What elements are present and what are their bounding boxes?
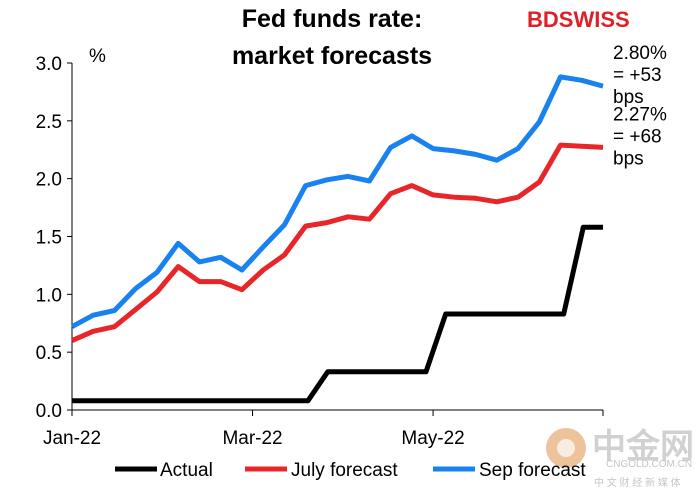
annotation-text: = +53 bbox=[613, 65, 662, 86]
watermark-url: CNGOLD.COM.CN bbox=[606, 459, 692, 470]
x-tick-label: May-22 bbox=[401, 428, 464, 449]
y-tick-label: 2.5 bbox=[36, 112, 62, 133]
legend-label-actual: Actual bbox=[160, 460, 213, 481]
y-ticks: 0.0 0.5 1.0 1.5 2.0 2.5 3.0 bbox=[36, 54, 72, 422]
x-tick-label: Mar-22 bbox=[222, 428, 282, 449]
y-tick-label: 0.5 bbox=[36, 343, 62, 364]
series-line-actual bbox=[72, 224, 603, 404]
x-tick-label: Jan-22 bbox=[43, 428, 101, 449]
annotation-text: 2.80% bbox=[613, 43, 667, 64]
watermark: 中金网 CNGOLD.COM.CN 中 文 财 经 新 媒 体 bbox=[546, 427, 694, 489]
annotation-text: 2.27% bbox=[613, 104, 667, 125]
y-tick-label: 1.5 bbox=[36, 228, 62, 249]
series-line-sep-forecast bbox=[70, 74, 604, 329]
legend-label-sep: Sep forecast bbox=[479, 460, 586, 481]
chart-title-line1: Fed funds rate: bbox=[242, 5, 423, 33]
y-axis-unit: % bbox=[89, 46, 106, 67]
annotation-text: = +68 bbox=[613, 126, 662, 147]
watermark-subtitle: 中 文 财 经 新 媒 体 bbox=[594, 476, 681, 489]
chart-title-line2: market forecasts bbox=[232, 42, 432, 70]
watermark-title: 中金网 bbox=[592, 427, 694, 467]
legend: Actual July forecast Sep forecast bbox=[115, 460, 586, 481]
annotation-text: bps bbox=[613, 87, 644, 108]
legend-label-july: July forecast bbox=[291, 460, 398, 481]
series-line-july-forecast bbox=[70, 142, 604, 343]
series-lines bbox=[70, 74, 604, 404]
bdswiss-logo: BDSWISS bbox=[527, 7, 630, 32]
x-ticks: Jan-22 Mar-22 May-22 bbox=[43, 410, 604, 449]
y-tick-label: 1.0 bbox=[36, 285, 62, 306]
y-tick-label: 3.0 bbox=[36, 54, 62, 75]
y-tick-label: 0.0 bbox=[36, 401, 62, 422]
y-tick-label: 2.0 bbox=[36, 170, 62, 191]
annotation-text: bps bbox=[613, 148, 644, 169]
logo-text: BDSWISS bbox=[527, 7, 630, 32]
